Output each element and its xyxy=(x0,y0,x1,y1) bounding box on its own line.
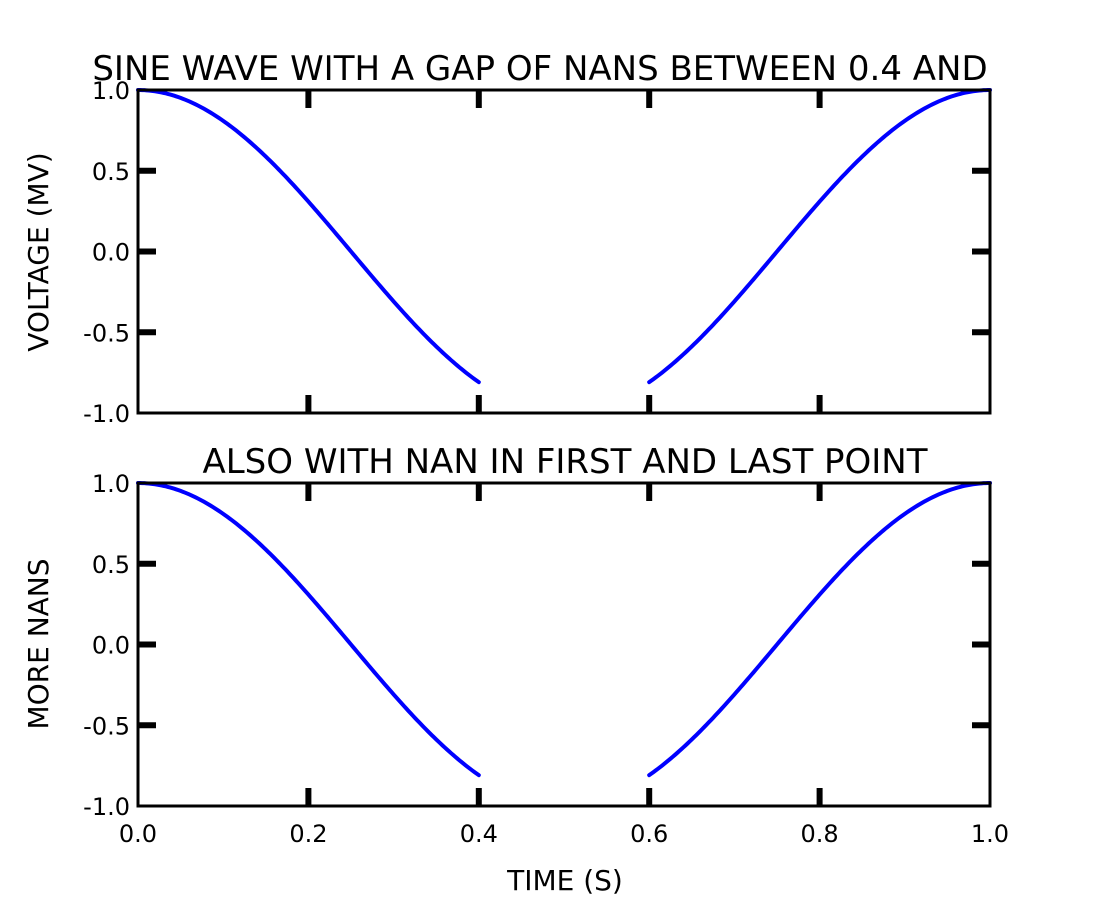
top-tick-group xyxy=(138,90,990,413)
top-y-tick-label: -1.0 xyxy=(83,400,130,428)
bottom-chart-title: ALSO WITH NAN IN FIRST AND LAST POINT xyxy=(202,442,927,482)
bottom-x-tick-label: 0.2 xyxy=(289,820,327,848)
bottom-y-axis-label: MORE NANS xyxy=(22,558,55,729)
bottom-x-tick-label: 0.8 xyxy=(801,820,839,848)
bottom-y-tick-label: 1.0 xyxy=(92,470,130,498)
top-curves xyxy=(136,88,992,385)
bottom-curves xyxy=(136,481,992,778)
bottom-x-tick-label: 0.4 xyxy=(460,820,498,848)
bottom-sine-segment-1 xyxy=(136,481,481,778)
top-plot-frame xyxy=(136,88,992,415)
bottom-y-tick-label: -0.5 xyxy=(83,712,130,740)
bottom-x-tick-label: 1.0 xyxy=(971,820,1009,848)
bottom-sine-segment-2 xyxy=(647,481,992,778)
top-y-axis-label: VOLTAGE (MV) xyxy=(22,152,55,352)
top-sine-segment-2 xyxy=(647,88,992,385)
top-y-tick-label: 0.5 xyxy=(92,158,130,186)
top-sine-segment-1 xyxy=(136,88,481,385)
bottom-y-tick-label: 0.0 xyxy=(92,632,130,660)
bottom-tick-labels: -1.0 -0.5 0.0 0.5 1.0 0.0 0.2 0.4 0.6 0.8 1.0 xyxy=(83,470,1009,848)
top-chart-title: SINE WAVE WITH A GAP OF NANS BETWEEN 0.4… xyxy=(92,49,987,89)
bottom-x-tick-label: 0.6 xyxy=(630,820,668,848)
bottom-tick-group xyxy=(138,483,990,806)
bottom-y-tick-label: 0.5 xyxy=(92,551,130,579)
bottom-x-tick-label: 0.0 xyxy=(119,820,157,848)
top-tick-labels: -1.0 -0.5 0.0 0.5 1.0 xyxy=(83,77,130,428)
bottom-y-tick-label: -1.0 xyxy=(83,793,130,821)
x-axis-label: TIME (S) xyxy=(506,864,623,897)
top-y-tick-label: -0.5 xyxy=(83,319,130,347)
top-panel: SINE WAVE WITH A GAP OF NANS BETWEEN 0.4… xyxy=(22,49,992,428)
bottom-panel: ALSO WITH NAN IN FIRST AND LAST POINT MO… xyxy=(22,442,1009,897)
top-y-tick-label: 0.0 xyxy=(92,239,130,267)
bottom-plot-frame xyxy=(136,481,992,808)
top-y-tick-label: 1.0 xyxy=(92,77,130,105)
